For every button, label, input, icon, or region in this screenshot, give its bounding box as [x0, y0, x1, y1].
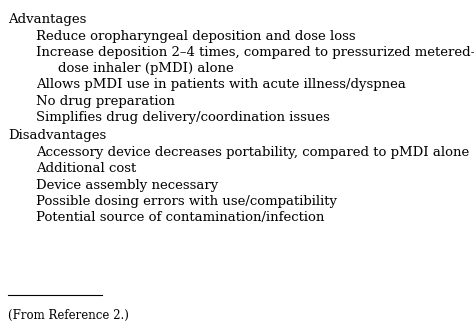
Text: Advantages: Advantages	[9, 13, 87, 26]
Text: Allows pMDI use in patients with acute illness/dyspnea: Allows pMDI use in patients with acute i…	[36, 78, 406, 91]
Text: Accessory device decreases portability, compared to pMDI alone: Accessory device decreases portability, …	[36, 145, 470, 159]
Text: Possible dosing errors with use/compatibility: Possible dosing errors with use/compatib…	[36, 195, 337, 208]
Text: (From Reference 2.): (From Reference 2.)	[9, 309, 129, 322]
Text: Additional cost: Additional cost	[36, 162, 137, 175]
Text: Device assembly necessary: Device assembly necessary	[36, 178, 219, 192]
Text: No drug preparation: No drug preparation	[36, 95, 175, 108]
Text: Disadvantages: Disadvantages	[9, 129, 107, 142]
Text: Increase deposition 2–4 times, compared to pressurized metered-: Increase deposition 2–4 times, compared …	[36, 46, 474, 59]
Text: Reduce oropharyngeal deposition and dose loss: Reduce oropharyngeal deposition and dose…	[36, 30, 356, 43]
Text: Potential source of contamination/infection: Potential source of contamination/infect…	[36, 211, 325, 224]
Text: Simplifies drug delivery/coordination issues: Simplifies drug delivery/coordination is…	[36, 111, 330, 124]
Text: dose inhaler (pMDI) alone: dose inhaler (pMDI) alone	[58, 62, 234, 75]
